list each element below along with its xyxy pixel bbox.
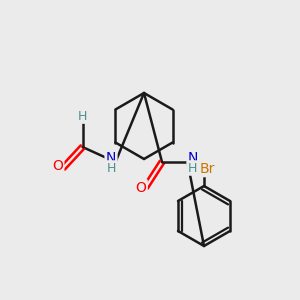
Text: H: H xyxy=(188,161,198,175)
Text: N: N xyxy=(106,151,116,164)
Text: H: H xyxy=(78,110,87,123)
Text: N: N xyxy=(188,151,198,164)
Text: H: H xyxy=(106,161,116,175)
Text: O: O xyxy=(52,160,63,173)
Text: Br: Br xyxy=(200,162,215,176)
Text: O: O xyxy=(136,181,146,194)
